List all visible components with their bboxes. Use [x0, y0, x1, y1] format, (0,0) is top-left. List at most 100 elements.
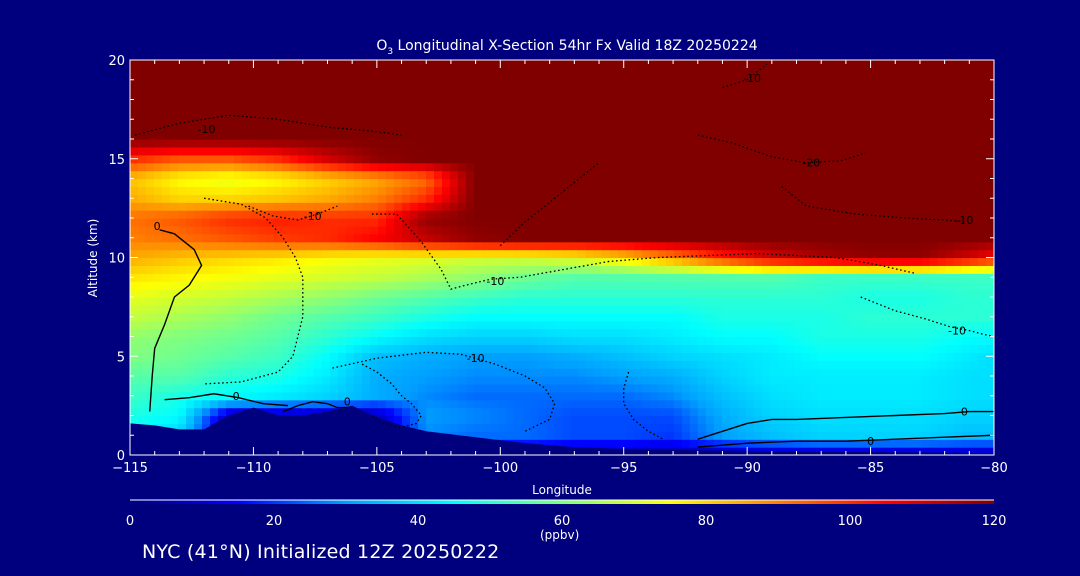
heatmap-cell [474, 312, 483, 322]
heatmap-cell [282, 131, 291, 140]
heatmap-cell [650, 297, 659, 306]
heatmap-cell [986, 447, 994, 455]
heatmap-cell [626, 162, 635, 172]
heatmap-cell [810, 289, 819, 298]
heatmap-cell [178, 383, 187, 393]
heatmap-cell [218, 249, 227, 259]
heatmap-cell [954, 336, 963, 345]
heatmap-cell [170, 139, 179, 148]
heatmap-cell [914, 154, 923, 164]
heatmap-cell [194, 170, 203, 180]
heatmap-cell [658, 320, 667, 330]
heatmap-cell [298, 178, 307, 187]
heatmap-cell [466, 241, 475, 251]
heatmap-cell [202, 281, 211, 290]
heatmap-cell [986, 376, 994, 385]
heatmap-cell [426, 146, 435, 156]
heatmap-cell [898, 439, 907, 448]
heatmap-cell [914, 336, 923, 345]
heatmap-cell [570, 249, 579, 259]
heatmap-cell [978, 320, 987, 330]
heatmap-cell [914, 360, 923, 369]
heatmap-cell [946, 131, 955, 140]
heatmap-cell [882, 249, 891, 259]
heatmap-cell [530, 115, 539, 124]
heatmap-cell [874, 218, 883, 227]
heatmap-cell [738, 423, 747, 432]
heatmap-cell [898, 186, 907, 195]
heatmap-cell [698, 328, 707, 338]
heatmap-cell [506, 281, 515, 290]
heatmap-cell [914, 123, 923, 132]
heatmap-cell [722, 115, 731, 124]
heatmap-cell [946, 383, 955, 393]
heatmap-cell [706, 383, 715, 393]
heatmap-cell [706, 194, 715, 203]
heatmap-cell [634, 154, 643, 164]
heatmap-cell [474, 383, 483, 393]
heatmap-cell [482, 336, 491, 345]
heatmap-cell [706, 225, 715, 235]
heatmap-cell [370, 131, 379, 140]
heatmap-cell [690, 281, 699, 290]
heatmap-cell [450, 273, 459, 282]
heatmap-cell [826, 107, 835, 116]
heatmap-cell [866, 233, 875, 243]
heatmap-cell [266, 383, 275, 393]
heatmap-cell [530, 273, 539, 282]
heatmap-cell [986, 399, 994, 409]
heatmap-cell [954, 415, 963, 424]
heatmap-cell [954, 391, 963, 401]
heatmap-cell [330, 289, 339, 298]
heatmap-cell [962, 225, 971, 235]
heatmap-cell [930, 139, 939, 148]
heatmap-cell [250, 139, 259, 148]
heatmap-cell [202, 249, 211, 259]
heatmap-cell [466, 304, 475, 314]
heatmap-cell [386, 218, 395, 227]
heatmap-cell [242, 289, 251, 298]
heatmap-cell [930, 383, 939, 393]
heatmap-cell [354, 210, 363, 219]
heatmap-cell [322, 154, 331, 164]
heatmap-cell [458, 233, 467, 243]
heatmap-cell [450, 202, 459, 211]
heatmap-cell [786, 123, 795, 132]
heatmap-cell [658, 131, 667, 140]
heatmap-cell [490, 241, 499, 251]
heatmap-cell [946, 210, 955, 219]
heatmap-cell [138, 368, 147, 377]
heatmap-cell [210, 312, 219, 322]
heatmap-cell [594, 178, 603, 187]
heatmap-cell [186, 376, 195, 385]
heatmap-cell [794, 281, 803, 290]
heatmap-cell [242, 194, 251, 203]
heatmap-cell [938, 431, 947, 440]
heatmap-cell [338, 146, 347, 156]
heatmap-cell [514, 257, 523, 266]
heatmap-cell [922, 399, 931, 409]
heatmap-cell [130, 289, 139, 298]
heatmap-cell [226, 407, 235, 417]
heatmap-cell [378, 360, 387, 369]
heatmap-cell [882, 297, 891, 306]
heatmap-cell [714, 312, 723, 322]
heatmap-cell [138, 312, 147, 322]
heatmap-cell [194, 368, 203, 377]
heatmap-cell [546, 407, 555, 417]
heatmap-cell [146, 202, 155, 211]
heatmap-cell [818, 241, 827, 251]
heatmap-cell [138, 241, 147, 251]
heatmap-cell [778, 154, 787, 164]
heatmap-cell [402, 415, 411, 424]
heatmap-cell [650, 304, 659, 314]
heatmap-cell [314, 265, 323, 274]
heatmap-cell [402, 344, 411, 353]
heatmap-cell [874, 146, 883, 156]
heatmap-cell [714, 281, 723, 290]
heatmap-cell [754, 249, 763, 259]
heatmap-cell [826, 360, 835, 369]
heatmap-cell [434, 360, 443, 369]
heatmap-cell [946, 407, 955, 417]
heatmap-cell [442, 241, 451, 251]
